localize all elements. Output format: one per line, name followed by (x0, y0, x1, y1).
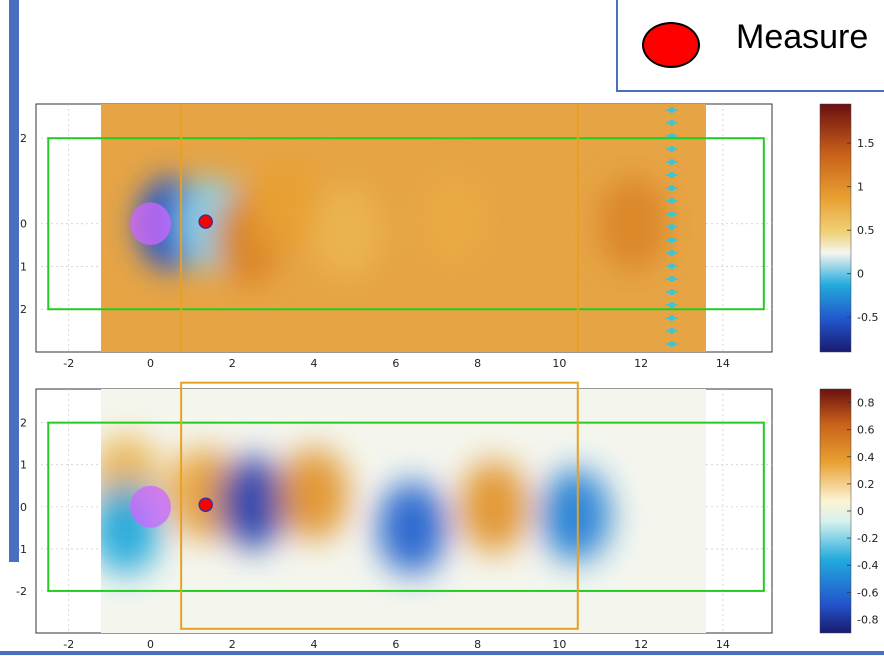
colorbar-tick-label: -0.6 (857, 586, 878, 599)
legend-label: Measure (736, 18, 869, 56)
x-tick-label: 2 (229, 357, 236, 370)
field-blob (217, 456, 288, 549)
colorbar-tick-label: -0.5 (857, 311, 878, 324)
cylinder (130, 202, 171, 246)
colorbar-tick-label: 0.5 (857, 224, 875, 237)
x-tick-label: 8 (474, 638, 481, 651)
overlays-2 (47, 381, 765, 630)
field-blob (279, 447, 349, 541)
x-tick-label: 10 (552, 357, 566, 370)
colorbar-tick-label: -0.4 (857, 559, 878, 572)
x-tick-label: 4 (311, 357, 318, 370)
x-tick-label: 0 (147, 638, 154, 651)
field-blob (312, 185, 382, 280)
colorbar-tick-label: 0 (857, 505, 864, 518)
colorbar-tick-label: 0 (857, 268, 864, 281)
colorbar-tick-label: 0.4 (857, 451, 875, 464)
y-tick-label: -2 (16, 585, 27, 598)
overlays-1 (47, 104, 765, 352)
x-ticks-1: -2 0 2 4 6 8 10 12 14 (63, 357, 730, 370)
x-tick-label: 12 (634, 357, 648, 370)
y-tick-label: -1 (16, 543, 27, 556)
x-tick-label: -2 (63, 638, 74, 651)
colorbar-tick-label: -0.8 (857, 613, 878, 626)
colorbar-tick-label: 0.6 (857, 424, 875, 437)
colorbar-ticks-2: 0.8 0.6 0.4 0.2 0 -0.2 -0.4 -0.6 -0.8 (847, 397, 878, 626)
boundary-markers-1 (665, 107, 678, 347)
domain-box-green (47, 421, 765, 592)
colorbar-2 (819, 388, 852, 634)
y-tick-label: 0 (20, 218, 27, 231)
colorbar-ticks-1: -0.5 0 0.5 1 1.5 (847, 137, 878, 324)
x-tick-label: 6 (392, 357, 399, 370)
y-tick-label: 2 (20, 132, 27, 145)
colorbar-tick-label: -0.2 (857, 532, 878, 545)
colorbar-tick-label: 0.8 (857, 397, 875, 410)
colorbar-tick-label: 1 (857, 181, 864, 194)
x-tick-label: 14 (716, 357, 730, 370)
x-ticks-2: -2 0 2 4 6 8 10 12 14 (63, 638, 730, 651)
x-tick-label: 10 (552, 638, 566, 651)
legend-box: Measure (616, 0, 884, 92)
y-ticks-2: 2 1 0 -1 -2 (16, 417, 27, 598)
field-blob (418, 172, 488, 267)
y-tick-label: 0 (20, 501, 27, 514)
vorticity-panel-bottom: -2 0 2 4 6 8 10 12 14 210-1-2 0.80.60.40.20-0.2-… (16, 381, 878, 651)
x-tick-label: 14 (716, 638, 730, 651)
x-tick-label: 12 (634, 638, 648, 651)
x-tick-label: 6 (392, 638, 399, 651)
y-tick-label: 1 (20, 459, 27, 472)
window-box-orange (180, 381, 579, 630)
colorbar-1 (819, 103, 852, 353)
measure-point (198, 214, 213, 229)
x-tick-label: 2 (229, 638, 236, 651)
x-tick-label: 8 (474, 357, 481, 370)
field-blob (377, 481, 447, 575)
x-tick-label: 4 (311, 638, 318, 651)
field-blob (598, 176, 668, 271)
colorbar-tick-label: 1.5 (857, 137, 875, 150)
field-blob (459, 460, 529, 554)
domain-box-green (47, 137, 765, 311)
measure-marker-icon (642, 22, 700, 68)
y-tick-label: 2 (20, 303, 27, 316)
cylinder (130, 485, 171, 528)
left-accent-bar (9, 0, 19, 562)
x-tick-label: 0 (147, 357, 154, 370)
field-blob (540, 468, 611, 562)
x-tick-label: -2 (63, 357, 74, 370)
field-blob (250, 157, 321, 252)
y-tick-label: 1 (20, 260, 27, 273)
bottom-rule (0, 651, 884, 655)
colorbar-tick-label: 0.2 (857, 478, 875, 491)
measure-point (198, 497, 213, 512)
y-tick-label: 2 (20, 417, 27, 430)
